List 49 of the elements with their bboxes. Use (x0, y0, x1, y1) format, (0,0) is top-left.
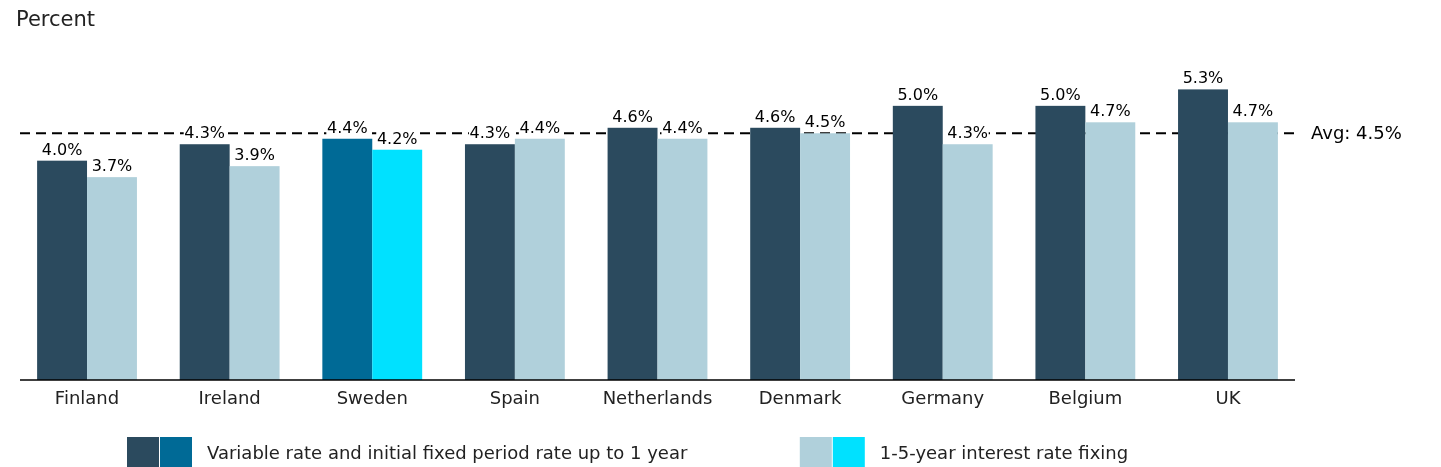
data-label: 4.6% (612, 106, 653, 126)
x-tick-label: Netherlands (602, 387, 713, 408)
data-label: 4.7% (1089, 101, 1131, 121)
data-label: 5.3% (1182, 68, 1224, 88)
data-label: 5.0% (1040, 84, 1081, 104)
x-tick-label: UK (1215, 387, 1242, 408)
data-label: 4.4% (662, 117, 703, 137)
y-axis-title: Percent (16, 7, 96, 31)
x-tick-label: Ireland (198, 387, 261, 408)
bar (657, 138, 708, 380)
bar (322, 138, 373, 380)
bar (1227, 122, 1278, 380)
x-tick-label: Sweden (336, 387, 408, 408)
bar (372, 149, 423, 380)
x-tick-label: Denmark (758, 387, 843, 408)
bar (607, 127, 658, 380)
bar (1085, 122, 1136, 380)
bar (1035, 105, 1086, 380)
legend-label: Variable rate and initial fixed period rate up to 1 year (207, 442, 688, 463)
x-tick-label: Germany (901, 387, 985, 408)
bar (464, 144, 515, 380)
bar (1178, 89, 1228, 380)
x-tick-label: Finland (54, 387, 120, 408)
data-label: 4.5% (804, 112, 846, 132)
data-label: 4.3% (469, 123, 511, 143)
bar (229, 166, 280, 380)
data-label: 4.3% (947, 123, 989, 143)
data-label: 4.2% (376, 128, 418, 148)
bar (750, 127, 801, 380)
bar (800, 133, 851, 380)
data-label: 4.4% (519, 117, 561, 137)
bar (37, 160, 88, 380)
bar (179, 144, 230, 380)
bar (942, 144, 993, 380)
legend-label: 1-5-year interest rate fixing (879, 442, 1129, 463)
data-label: 4.3% (184, 123, 226, 143)
data-label: 4.7% (1232, 101, 1274, 121)
data-label: 4.0% (41, 139, 83, 159)
data-label: 3.7% (91, 156, 133, 176)
data-label: 4.6% (754, 106, 796, 126)
x-tick-label: Belgium (1048, 387, 1123, 408)
bar (87, 177, 137, 380)
data-label: 3.9% (234, 145, 275, 165)
data-label: 4.4% (326, 117, 368, 137)
bar (892, 105, 943, 380)
x-tick-label: Spain (489, 387, 541, 408)
ref-line-label: Avg: 4.5% (1311, 122, 1402, 144)
data-label: 5.0% (897, 84, 939, 104)
bar (514, 138, 565, 380)
